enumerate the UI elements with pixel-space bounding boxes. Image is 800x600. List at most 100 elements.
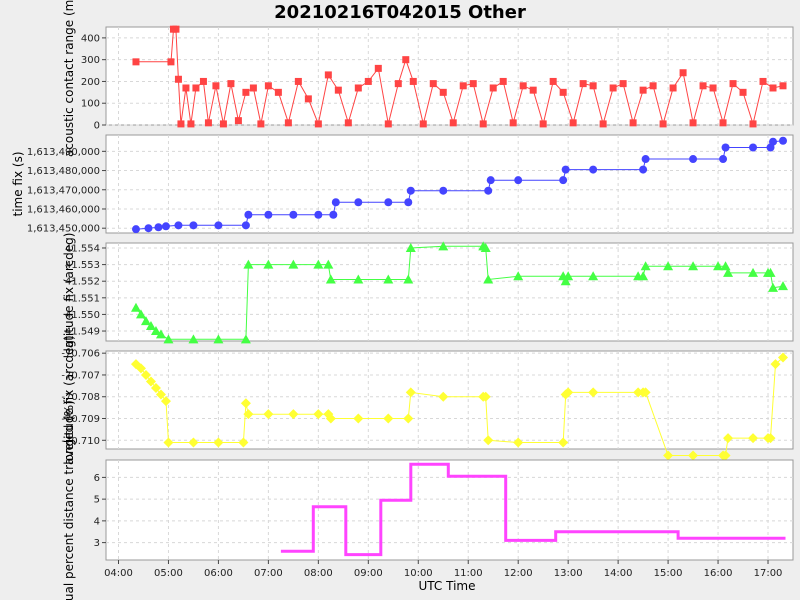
y-tick-label: 1,613,480,000 (27, 166, 100, 177)
data-point (243, 409, 254, 420)
data-point (324, 71, 332, 79)
data-point (484, 186, 493, 195)
data-point (353, 413, 364, 424)
data-point (689, 155, 698, 164)
data-point (679, 69, 687, 77)
data-point (155, 329, 166, 339)
data-point (688, 261, 699, 271)
x-tick-label: 16:00 (704, 568, 733, 579)
data-point (409, 77, 417, 85)
data-point (212, 82, 220, 90)
data-point (154, 223, 163, 232)
data-point (227, 80, 235, 88)
data-point (438, 391, 449, 402)
data-point (563, 387, 574, 398)
data-point (364, 77, 372, 85)
data-point (663, 450, 674, 461)
y-tick-label: 41.549 (65, 327, 100, 338)
data-point (489, 84, 497, 92)
x-tick-label: 17:00 (754, 568, 783, 579)
series-line (135, 140, 784, 230)
data-point (150, 383, 161, 394)
y-tick-label: -70.710 (61, 436, 100, 447)
data-point (140, 369, 151, 380)
data-point (187, 120, 195, 128)
data-point (513, 271, 524, 281)
data-point (313, 259, 324, 269)
data-point (640, 387, 651, 398)
y-tick-label: 6 (94, 473, 100, 484)
data-point (135, 363, 146, 374)
data-point (588, 387, 599, 398)
data-point (748, 267, 759, 277)
y-tick-label: 41.554 (65, 243, 100, 254)
data-point (182, 84, 190, 92)
data-point (288, 259, 299, 269)
data-point (238, 437, 249, 448)
data-point (213, 334, 224, 344)
y-tick-label: 41.551 (65, 293, 100, 304)
panel-4: -70.710 -70.709 -70.708 -70.707 -70.706longi… (61, 335, 794, 465)
data-point (519, 82, 527, 90)
data-point (323, 259, 334, 269)
data-point (720, 450, 731, 461)
data-point (314, 210, 323, 219)
data-point (406, 186, 415, 195)
y-tick-label: 1,613,450,000 (27, 224, 100, 235)
data-point (214, 221, 223, 230)
data-point (145, 321, 156, 331)
data-point (135, 309, 146, 319)
data-point (155, 389, 166, 400)
x-tick-label: 04:00 (104, 568, 133, 579)
panel-5: 3 4 5 6 actual percent distance traveled (%) (62, 400, 794, 600)
data-point (145, 376, 156, 387)
data-point (719, 119, 727, 127)
data-point (569, 119, 577, 127)
data-point (688, 450, 699, 461)
data-point (483, 274, 494, 284)
data-point (640, 261, 651, 271)
data-point (244, 210, 253, 219)
data-point (325, 274, 336, 284)
data-point (638, 271, 649, 281)
data-point (480, 242, 491, 252)
data-point (439, 186, 448, 195)
data-point (723, 267, 734, 277)
x-tick-label: 06:00 (204, 568, 233, 579)
y-tick-label: 0 (94, 121, 100, 132)
data-point (439, 88, 447, 96)
data-point (558, 437, 569, 448)
y-tick-label: 1,613,490,000 (27, 147, 100, 158)
data-point (480, 391, 491, 402)
y-axis-label: actual percent distance traveled (%) (62, 400, 76, 600)
data-point (779, 136, 788, 145)
data-point (599, 120, 607, 128)
series-line (280, 462, 786, 557)
data-point (499, 77, 507, 85)
data-point (161, 222, 170, 231)
data-point (189, 221, 198, 230)
y-tick-label: 4 (94, 516, 100, 527)
y-tick-label: 5 (94, 495, 100, 506)
data-point (529, 86, 537, 94)
data-point (263, 409, 274, 420)
y-tick-label: -70.709 (61, 414, 100, 425)
data-point (479, 120, 487, 128)
data-point (394, 80, 402, 88)
data-point (509, 119, 517, 127)
data-point (294, 77, 302, 85)
data-point (140, 316, 151, 326)
y-tick-label: 1,613,460,000 (27, 204, 100, 215)
data-point (619, 80, 627, 88)
data-point (663, 261, 674, 271)
data-point (383, 274, 394, 284)
y-axis-label: latitude fix (arcdeg) (62, 233, 76, 352)
data-point (765, 267, 776, 277)
data-point (289, 210, 298, 219)
y-tick-label: 41.553 (65, 260, 100, 271)
x-tick-label: 05:00 (154, 568, 183, 579)
data-point (150, 326, 161, 336)
data-point (514, 176, 523, 185)
